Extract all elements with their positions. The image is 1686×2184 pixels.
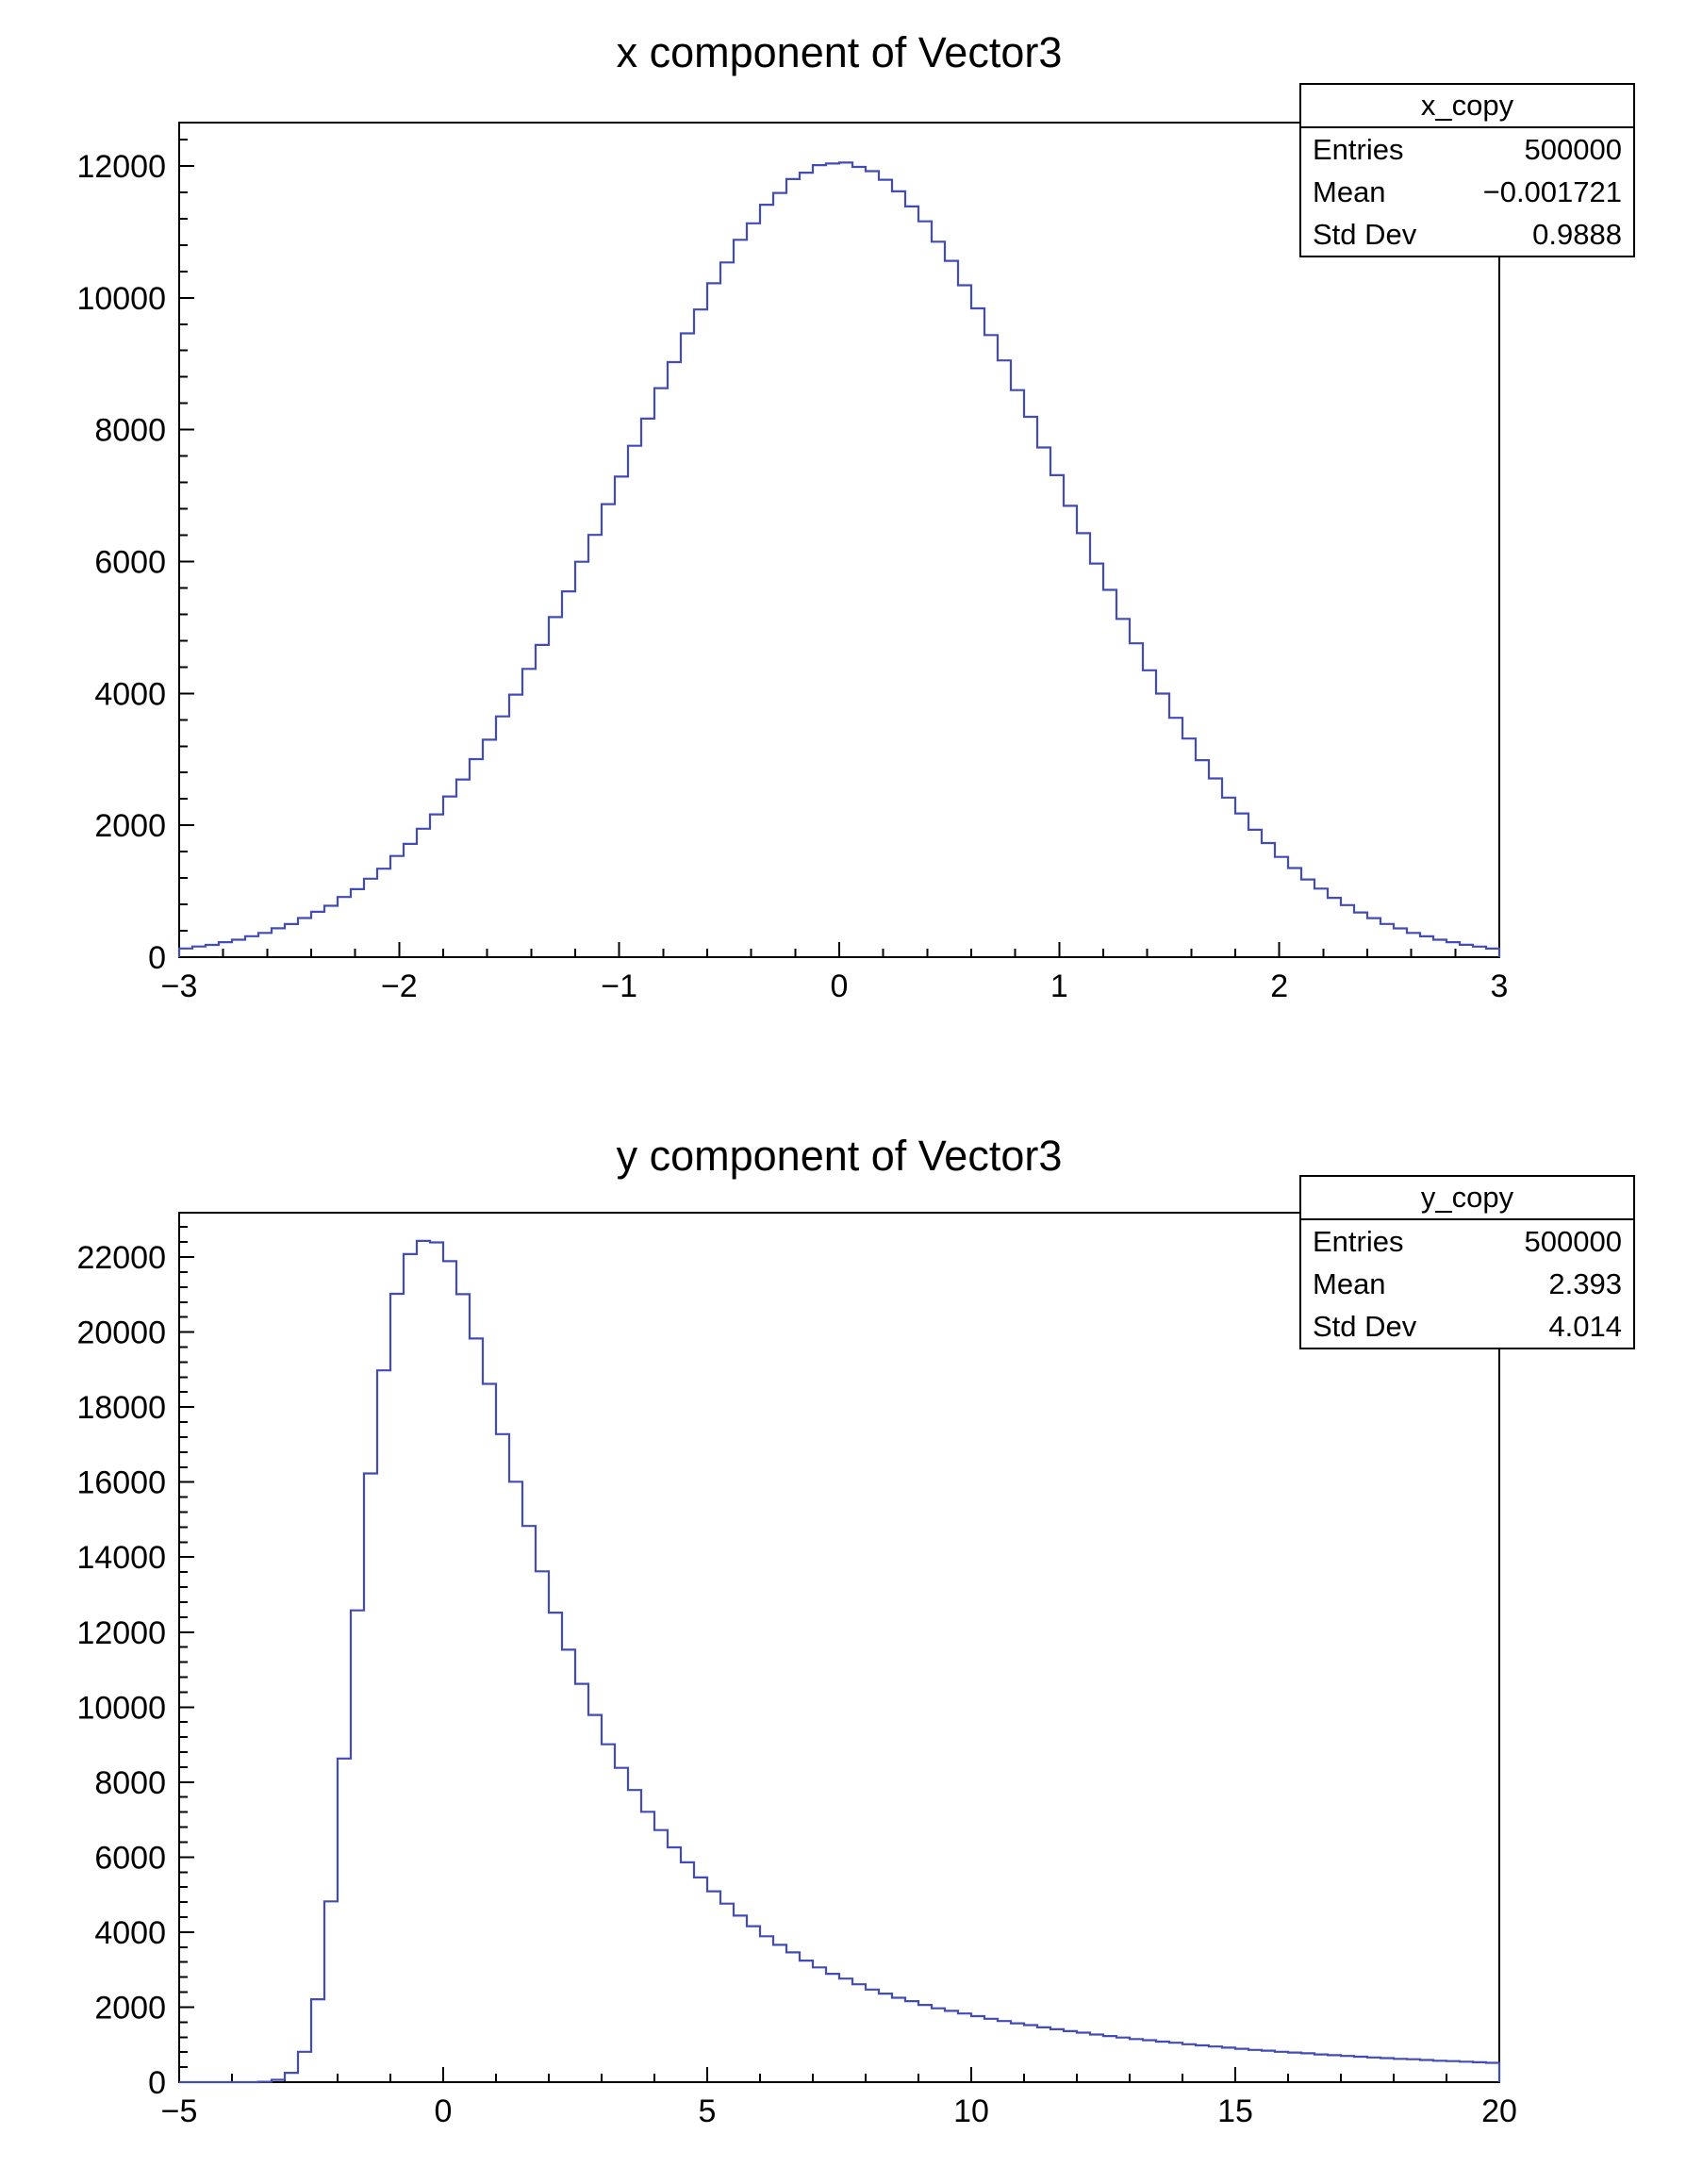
y-tick-label: 8000 — [94, 1765, 166, 1801]
stats-box-title: x_copy — [1301, 85, 1633, 128]
x-tick-label: 1 — [1050, 968, 1068, 1004]
y-tick-label: 6000 — [94, 544, 166, 580]
stats-row: Mean 2.393 — [1301, 1263, 1633, 1305]
stats-box: y_copy Entries 500000 Mean 2.393 Std Dev… — [1299, 1175, 1635, 1349]
stats-row: Entries 500000 — [1301, 1220, 1633, 1263]
y-tick-label: 2000 — [94, 808, 166, 844]
y-tick-label: 4000 — [94, 1915, 166, 1951]
stats-mean-label: Mean — [1313, 175, 1386, 208]
x-tick-label: −5 — [161, 2093, 198, 2129]
stats-mean-label: Mean — [1313, 1267, 1386, 1300]
y-tick-label: 10000 — [76, 281, 166, 317]
y-tick-label: 4000 — [94, 676, 166, 712]
histogram-line — [179, 1239, 1501, 2084]
y-tick-label: 18000 — [76, 1390, 166, 1426]
stats-entries-label: Entries — [1313, 133, 1404, 166]
x-tick-label: 5 — [699, 2093, 717, 2129]
y-tick-label: 0 — [148, 940, 166, 976]
x-tick-label: −3 — [161, 968, 198, 1004]
stats-box: x_copy Entries 500000 Mean −0.001721 Std… — [1299, 83, 1635, 257]
stats-row: Entries 500000 — [1301, 128, 1633, 171]
stats-entries-value: 500000 — [1524, 1225, 1622, 1258]
stats-row: Std Dev 0.9888 — [1301, 213, 1633, 256]
y-tick-label: 12000 — [76, 149, 166, 185]
y-histogram-canvas: −5 0 5 10 15 20020004000600080001000012000140… — [76, 1212, 1517, 2129]
x-histogram-canvas: −3 −2 −1 0 1 2 3 0 2000 4000 6000 8000 10000 12000 — [76, 122, 1509, 1004]
stats-mean-value: 2.393 — [1548, 1267, 1622, 1300]
histogram-line — [177, 161, 1501, 957]
stats-stddev-value: 4.014 — [1548, 1310, 1622, 1343]
y-tick-label: 12000 — [76, 1615, 166, 1651]
x-tick-label: −1 — [601, 968, 637, 1004]
stats-stddev-label: Std Dev — [1313, 1310, 1417, 1343]
stats-stddev-value: 0.9888 — [1532, 218, 1622, 251]
stats-stddev-label: Std Dev — [1313, 218, 1417, 251]
page-title: x component of Vector3 — [616, 28, 1063, 76]
x-tick-label: 0 — [435, 2093, 453, 2129]
y-tick-label: 0 — [148, 2065, 166, 2101]
y-tick-label: 20000 — [76, 1315, 166, 1351]
y-tick-label: 10000 — [76, 1690, 166, 1726]
stats-mean-value: −0.001721 — [1482, 175, 1622, 208]
x-tick-label: 0 — [831, 968, 849, 1004]
stats-row: Mean −0.001721 — [1301, 171, 1633, 213]
page-title: y component of Vector3 — [616, 1132, 1063, 1180]
stats-entries-value: 500000 — [1524, 133, 1622, 166]
stats-row: Std Dev 4.014 — [1301, 1305, 1633, 1348]
y-tick-label: 6000 — [94, 1840, 166, 1876]
x-tick-label: 10 — [953, 2093, 989, 2129]
y-tick-label: 14000 — [76, 1540, 166, 1576]
y-histogram-panel: −5 0 5 10 15 20 0 2000 4000 6000 8000 10000 12000 140… — [0, 1056, 1686, 2184]
x-histogram-panel: −3 −2 −1 0 1 2 3 0 2000 4000 6000 8000 10000 12000 x … — [0, 0, 1686, 1056]
x-tick-label: 2 — [1270, 968, 1288, 1004]
y-tick-label: 16000 — [76, 1465, 166, 1501]
y-tick-label: 22000 — [76, 1240, 166, 1276]
y-tick-label: 2000 — [94, 1990, 166, 2026]
x-tick-label: 20 — [1481, 2093, 1517, 2129]
stats-entries-label: Entries — [1313, 1225, 1404, 1258]
x-tick-label: 3 — [1491, 968, 1509, 1004]
x-tick-label: −2 — [381, 968, 418, 1004]
y-tick-label: 8000 — [94, 413, 166, 449]
stats-box-title: y_copy — [1301, 1177, 1633, 1220]
x-tick-label: 15 — [1217, 2093, 1253, 2129]
